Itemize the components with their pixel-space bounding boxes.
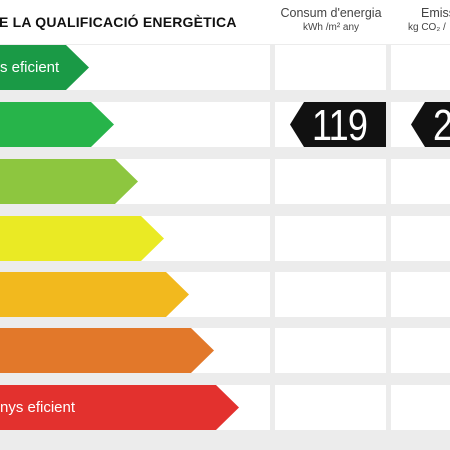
consumption-cell bbox=[275, 272, 386, 317]
emissions-cell bbox=[391, 45, 450, 90]
consumption-cell bbox=[275, 159, 386, 204]
energy-band-2 bbox=[0, 102, 114, 147]
energy-band-label: s eficient bbox=[0, 59, 60, 76]
energy-consumption-header: Consum d'energia kWh /m² any bbox=[274, 6, 388, 33]
energy-consumption-value-badge: 119 bbox=[290, 102, 386, 147]
consumption-cell bbox=[275, 45, 386, 90]
emissions-label: Emiss bbox=[421, 6, 450, 20]
consumption-cell bbox=[275, 216, 386, 261]
energy-band-7: nys eficient bbox=[0, 385, 239, 430]
rating-title: E LA QUALIFICACIÓ ENERGÈTICA bbox=[0, 14, 237, 30]
energy-band-6 bbox=[0, 328, 214, 373]
emissions-cell bbox=[391, 385, 450, 430]
consumption-cell bbox=[275, 328, 386, 373]
energy-band-5 bbox=[0, 272, 189, 317]
emissions-cell bbox=[391, 328, 450, 373]
emissions-cell bbox=[391, 272, 450, 317]
energy-band-4 bbox=[0, 216, 164, 261]
consumption-cell bbox=[275, 385, 386, 430]
energy-consumption-value: 119 bbox=[312, 101, 368, 150]
energy-consumption-label: Consum d'energia bbox=[280, 6, 382, 20]
header: E LA QUALIFICACIÓ ENERGÈTICA Consum d'en… bbox=[0, 0, 450, 44]
energy-consumption-unit: kWh /m² any bbox=[302, 22, 360, 33]
emissions-unit: kg CO₂ / bbox=[408, 22, 446, 33]
energy-band-label: nys eficient bbox=[0, 399, 76, 416]
energy-band-3 bbox=[0, 159, 138, 204]
emissions-header: Emiss kg CO₂ / bbox=[396, 6, 450, 33]
emissions-cell bbox=[391, 216, 450, 261]
emissions-value: 2 bbox=[433, 103, 450, 147]
emissions-cell bbox=[391, 159, 450, 204]
